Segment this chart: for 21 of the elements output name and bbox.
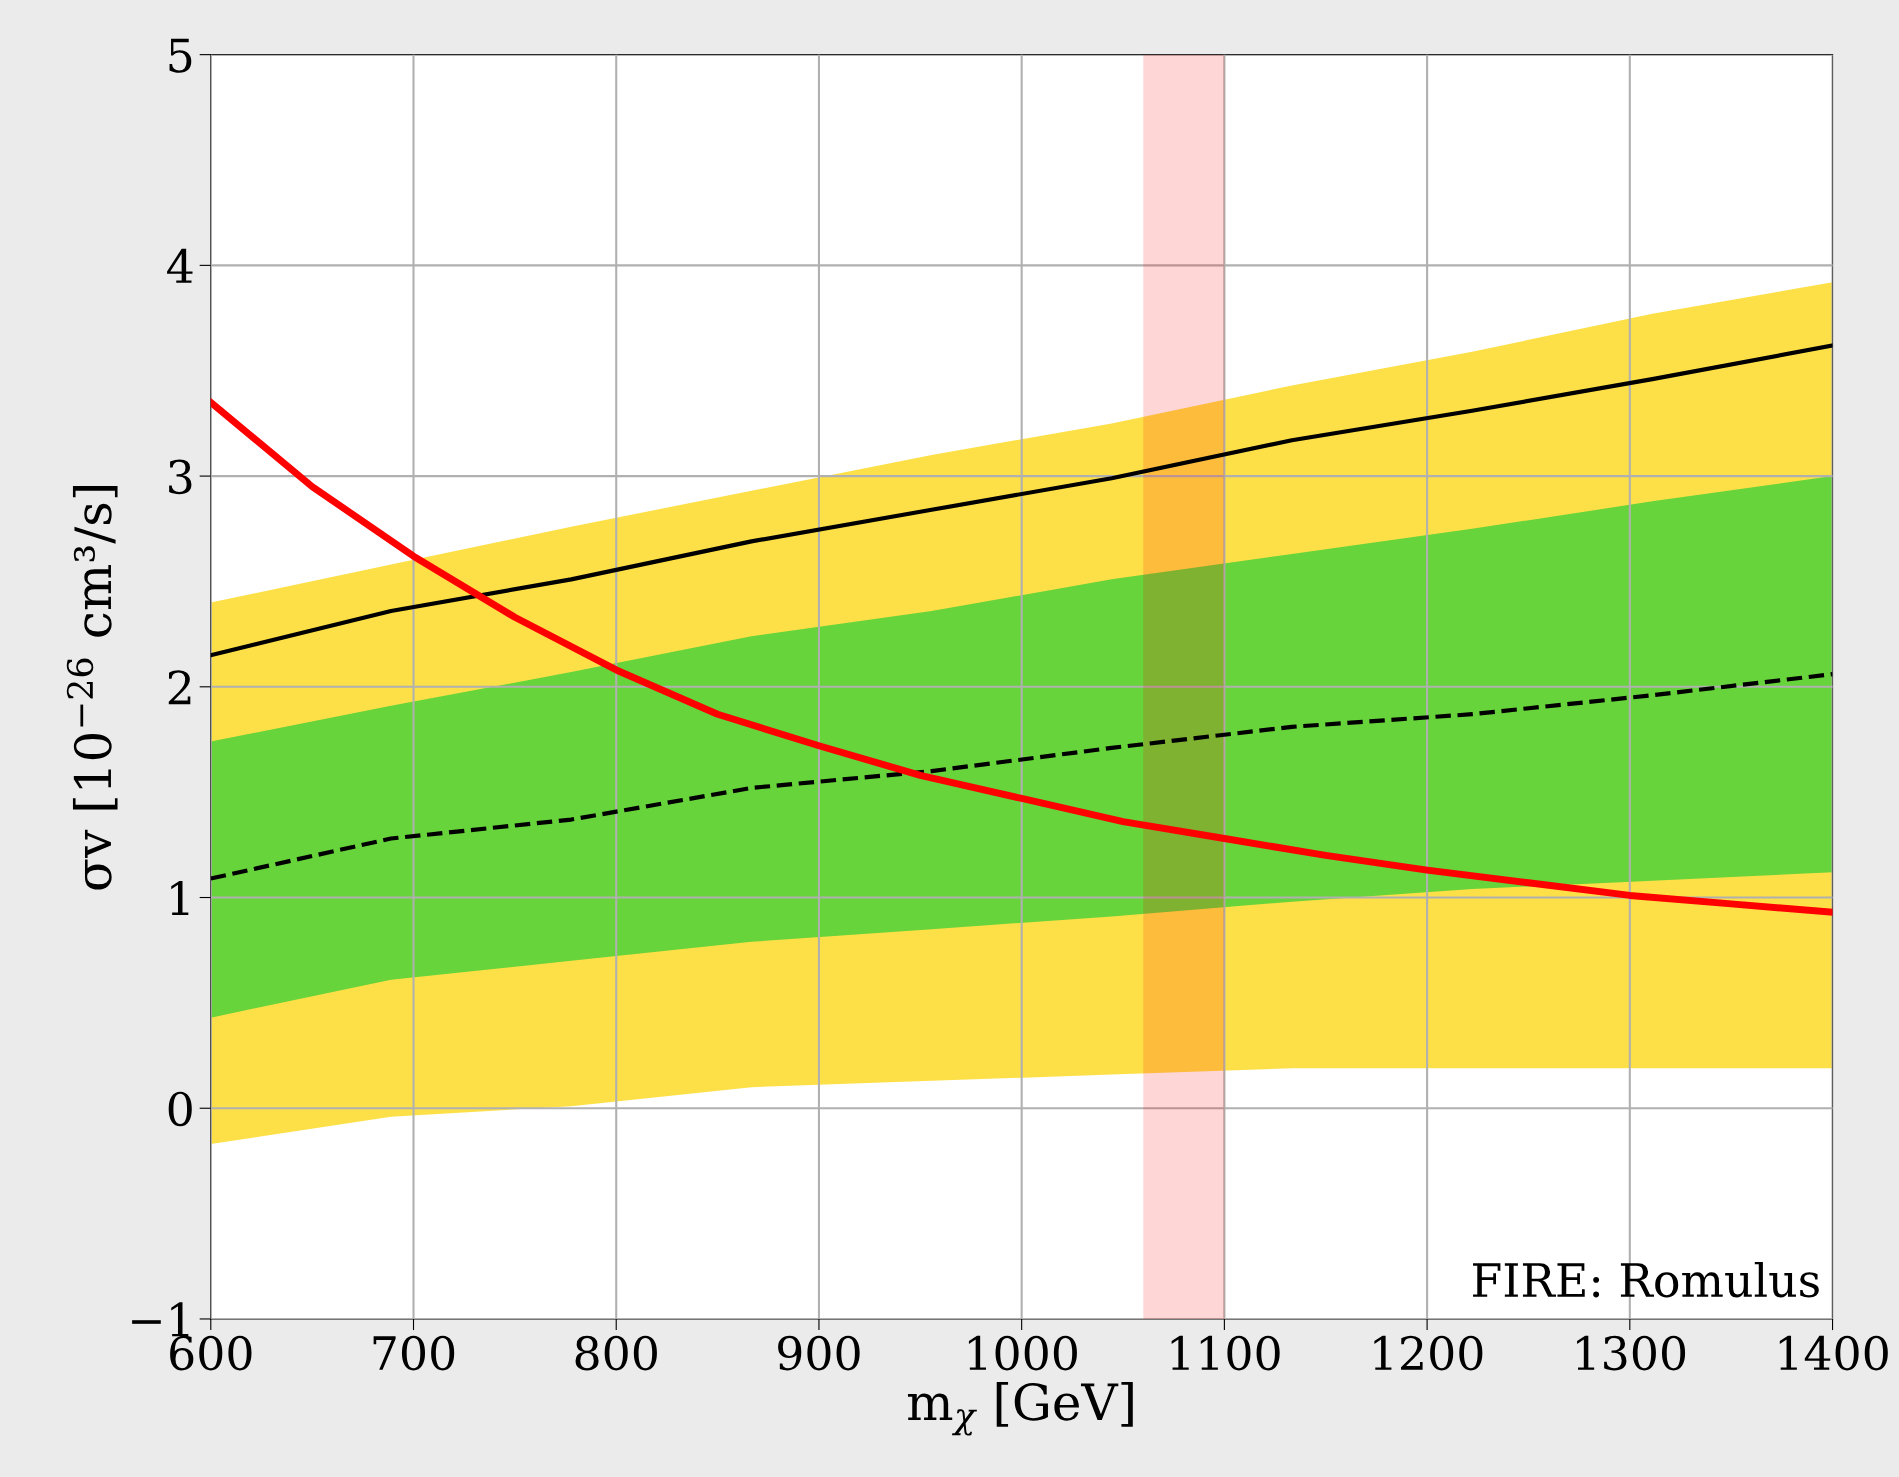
x-tick-label: 700	[373, 1335, 455, 1371]
y-tick-label: 4	[167, 248, 193, 283]
x-tick-label: 1200	[1374, 1335, 1483, 1371]
y-tick-label: 0	[168, 1091, 192, 1127]
x-tick-label: 800	[575, 1335, 657, 1371]
x-axis-title: m$_{χ}$ [GeV]	[907, 1382, 1133, 1436]
y-tick-label: 5	[169, 38, 192, 73]
y-axis-title: σv [10$^{−26}$ cm³/s]	[66, 485, 118, 890]
x-tick-label: 1400	[1779, 1335, 1888, 1371]
x-tick-label: 900	[778, 1335, 860, 1371]
y-tick-label: −1	[132, 1302, 189, 1337]
y-tick-label: 3	[169, 459, 192, 495]
x-tick-label: 1100	[1171, 1335, 1280, 1371]
x-tick-label: 600	[170, 1335, 252, 1371]
y-tick-label: 2	[168, 670, 191, 705]
y-tick-label: 1	[171, 880, 189, 915]
x-tick-label: 1300	[1577, 1335, 1686, 1371]
x-tick-label: 1000	[968, 1335, 1077, 1371]
line-series	[210, 672, 1833, 881]
annotation: FIRE: Romulus	[1473, 1261, 1819, 1298]
line-series	[210, 343, 1833, 658]
